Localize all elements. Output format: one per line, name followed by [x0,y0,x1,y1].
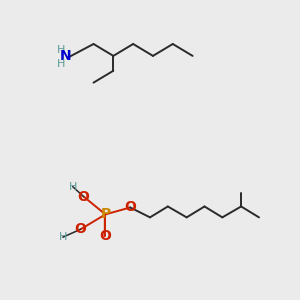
Text: H: H [57,59,66,69]
Text: O: O [124,200,136,214]
Text: P: P [100,207,110,221]
Text: O: O [78,190,90,204]
Text: H: H [68,182,77,192]
Text: O: O [100,229,111,243]
Text: H: H [57,45,66,56]
Text: H: H [58,232,67,242]
Text: N: N [59,50,71,63]
Text: O: O [75,222,87,236]
